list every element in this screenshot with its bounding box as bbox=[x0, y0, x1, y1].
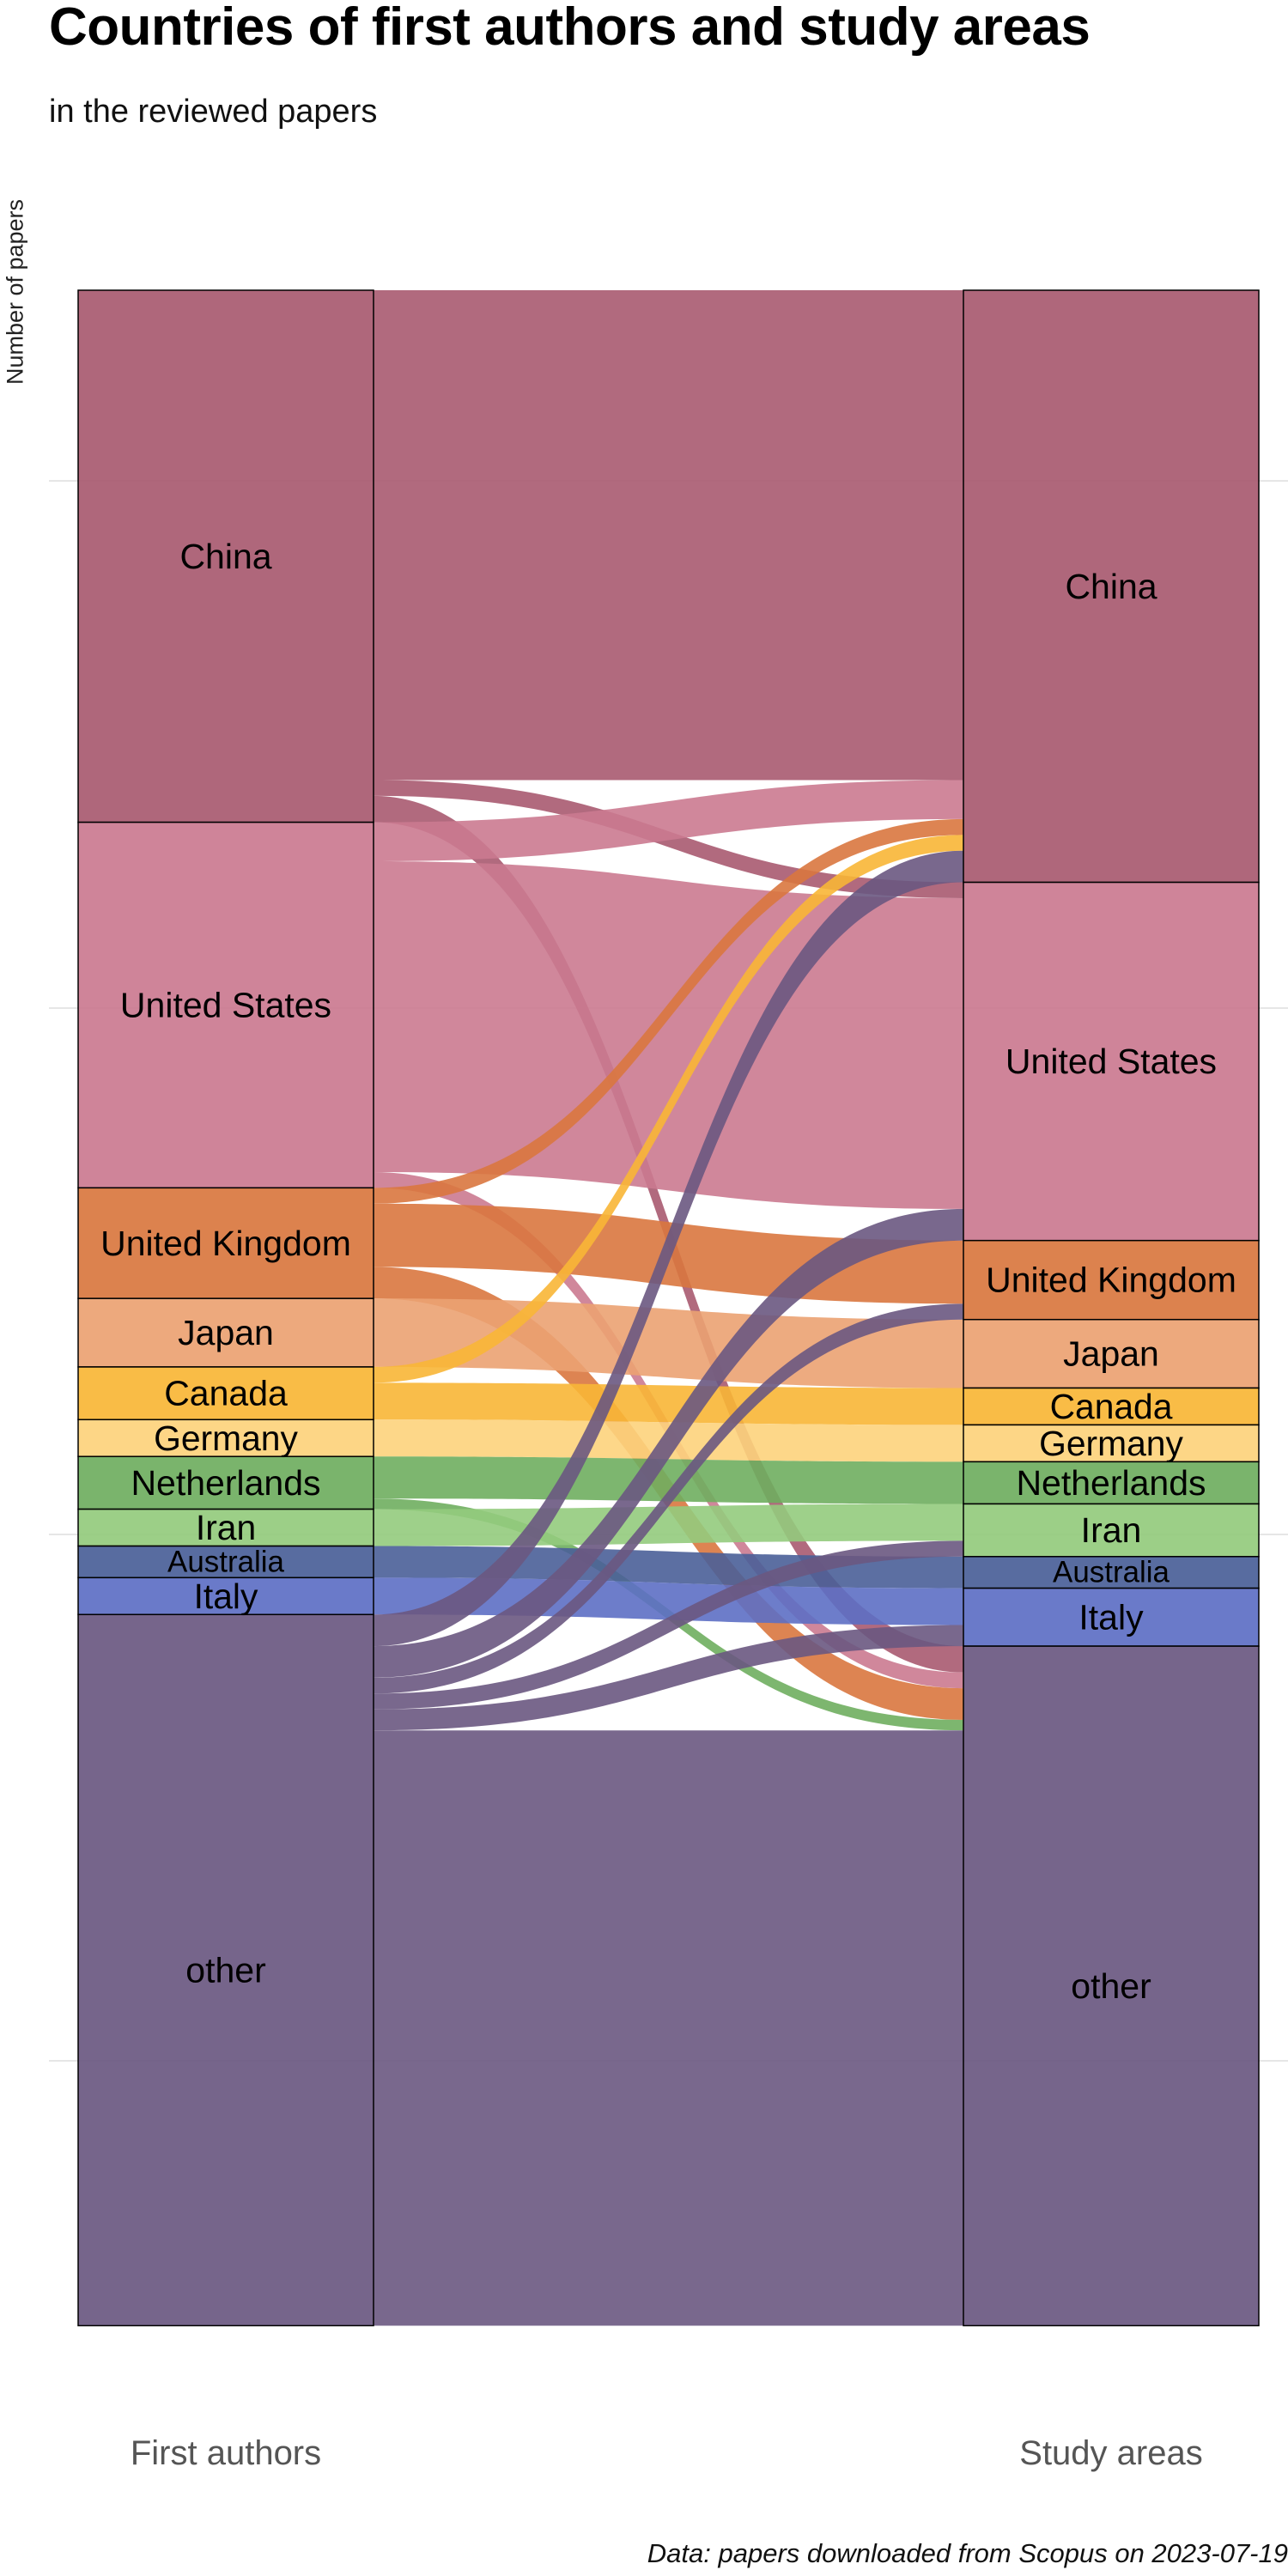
axis-labels: First authors Study areas bbox=[131, 2434, 1203, 2472]
right-node-japan bbox=[963, 1318, 1260, 1389]
flow-united-states-to-united-states bbox=[374, 861, 963, 1209]
left-node-label-germany: Germany bbox=[154, 1419, 298, 1458]
data-source-caption: Data: papers downloaded from Scopus on 2… bbox=[647, 2538, 1288, 2568]
right-node-label-iran: Iran bbox=[1081, 1510, 1142, 1550]
right-node-other bbox=[963, 1645, 1260, 2327]
right-node-label-united-states: United States bbox=[1005, 1042, 1217, 1081]
chart-subtitle: in the reviewed papers bbox=[49, 94, 378, 130]
left-node-united-states bbox=[77, 821, 374, 1189]
flow-other-to-china bbox=[374, 850, 963, 1647]
right-node-germany bbox=[963, 1424, 1260, 1463]
chart-title: Countries of first authors and study are… bbox=[49, 0, 1091, 57]
flow-other-to-italy bbox=[374, 1625, 963, 1731]
flow-canada-to-canada bbox=[374, 1382, 963, 1425]
left-node-label-other: other bbox=[185, 1950, 265, 1990]
right-node-label-canada: Canada bbox=[1050, 1387, 1173, 1426]
stratum-nodes: China United States United Kingdom Japan Can… bbox=[77, 289, 1260, 2327]
left-node-label-united-states: United States bbox=[120, 985, 331, 1024]
left-node-label-australia: Australia bbox=[167, 1545, 285, 1578]
right-node-label-china: China bbox=[1065, 567, 1157, 606]
alluvial-chart: China United States United Kingdom Japan Can… bbox=[49, 289, 1288, 2472]
flow-canada-to-china bbox=[374, 835, 963, 1383]
left-node-other bbox=[77, 1613, 374, 2327]
left-node-netherlands bbox=[77, 1455, 374, 1510]
right-node-united-kingdom bbox=[963, 1239, 1260, 1321]
right-node-united-states bbox=[963, 881, 1260, 1242]
left-node-australia bbox=[77, 1545, 374, 1579]
flow-ribbons bbox=[374, 290, 963, 2326]
flow-japan-to-japan bbox=[374, 1298, 963, 1388]
right-node-label-australia: Australia bbox=[1053, 1556, 1170, 1589]
flow-other-to-united-kingdom bbox=[374, 1303, 963, 1694]
right-node-china bbox=[963, 289, 1260, 884]
flow-china-to-china bbox=[374, 290, 963, 781]
right-node-iran bbox=[963, 1503, 1260, 1558]
left-node-label-italy: Italy bbox=[194, 1577, 258, 1616]
flow-united-states-to-china bbox=[374, 780, 963, 862]
right-node-label-germany: Germany bbox=[1039, 1424, 1183, 1463]
flow-united-kingdom-to-china bbox=[374, 818, 963, 1204]
right-node-australia bbox=[963, 1556, 1260, 1589]
right-node-label-other: other bbox=[1071, 1966, 1151, 2006]
right-node-label-italy: Italy bbox=[1078, 1597, 1144, 1637]
flow-other-to-iran bbox=[374, 1540, 963, 1710]
left-node-canada bbox=[77, 1366, 374, 1421]
right-node-label-united-kingdom: United Kingdom bbox=[986, 1261, 1236, 1300]
left-node-japan bbox=[77, 1297, 374, 1368]
right-node-netherlands bbox=[963, 1461, 1260, 1505]
left-node-label-iran: Iran bbox=[196, 1508, 256, 1547]
right-node-label-netherlands: Netherlands bbox=[1016, 1463, 1206, 1503]
x-axis-label-first-authors: First authors bbox=[131, 2434, 321, 2472]
left-node-iran bbox=[77, 1508, 374, 1547]
left-node-label-canada: Canada bbox=[164, 1374, 288, 1413]
flow-other-to-united-states bbox=[374, 1208, 963, 1678]
left-node-china bbox=[77, 289, 374, 823]
left-node-label-china: China bbox=[179, 537, 271, 576]
left-node-united-kingdom bbox=[77, 1187, 374, 1299]
right-node-label-japan: Japan bbox=[1063, 1334, 1159, 1374]
flow-iran-to-iran bbox=[374, 1504, 963, 1546]
left-node-label-united-kingdom: United Kingdom bbox=[100, 1224, 351, 1263]
flow-netherlands-to-netherlands bbox=[374, 1456, 963, 1504]
left-node-label-japan: Japan bbox=[178, 1313, 274, 1352]
flow-other-to-other bbox=[374, 1730, 963, 2326]
left-node-label-netherlands: Netherlands bbox=[131, 1463, 320, 1503]
x-axis-label-study-areas: Study areas bbox=[1019, 2434, 1202, 2472]
